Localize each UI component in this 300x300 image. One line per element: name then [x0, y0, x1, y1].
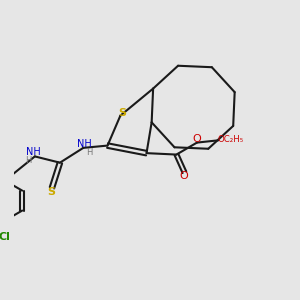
Text: O: O: [179, 171, 188, 181]
Text: Cl: Cl: [0, 232, 11, 242]
Text: S: S: [118, 108, 126, 118]
Text: O: O: [192, 134, 201, 144]
Text: NH: NH: [77, 139, 92, 148]
Text: S: S: [47, 187, 56, 197]
Text: H: H: [86, 148, 93, 157]
Text: OC₂H₅: OC₂H₅: [217, 135, 243, 144]
Text: H: H: [26, 157, 32, 166]
Text: NH: NH: [26, 147, 41, 157]
